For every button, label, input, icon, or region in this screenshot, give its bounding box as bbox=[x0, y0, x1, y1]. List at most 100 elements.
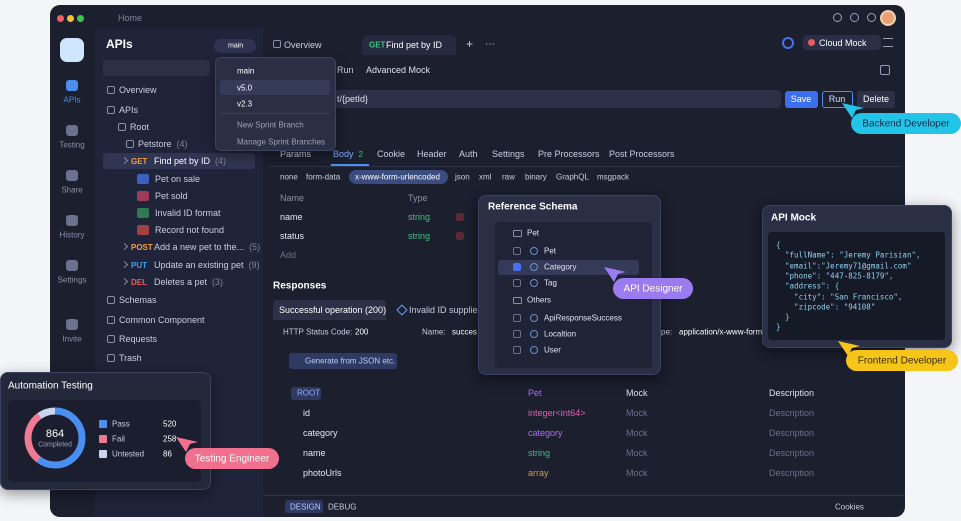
body-type[interactable]: form-data bbox=[306, 172, 341, 182]
checkbox[interactable] bbox=[513, 346, 521, 354]
body-type[interactable]: GraphQL bbox=[556, 172, 589, 182]
url-input[interactable] bbox=[333, 90, 781, 108]
sidebar-icon[interactable] bbox=[66, 170, 78, 181]
subtab[interactable]: Run bbox=[337, 65, 354, 75]
toolbar-icon[interactable] bbox=[833, 13, 842, 22]
response-tab[interactable]: Invalid ID supplied bbox=[409, 305, 483, 315]
sidebar-label[interactable]: APIs bbox=[63, 95, 81, 105]
env-label[interactable]: Cloud Mock bbox=[819, 38, 867, 48]
response-tab[interactable]: Successful operation (200) bbox=[279, 305, 387, 315]
sidebar-icon[interactable] bbox=[66, 260, 78, 271]
sidebar-label[interactable]: Testing bbox=[59, 140, 85, 150]
add-tab[interactable]: + bbox=[466, 37, 474, 51]
tab-active[interactable] bbox=[362, 35, 456, 55]
body-type[interactable]: binary bbox=[525, 172, 547, 182]
tree-row[interactable]: Overview bbox=[119, 85, 157, 95]
remove-icon[interactable] bbox=[456, 213, 464, 221]
schema-item[interactable]: Tag bbox=[544, 278, 557, 288]
panel-icon[interactable] bbox=[880, 65, 890, 75]
checkbox[interactable] bbox=[513, 247, 521, 255]
search-box[interactable] bbox=[103, 60, 210, 76]
tree-row[interactable]: Common Component bbox=[119, 315, 205, 325]
tree-row[interactable]: POST Add a new pet to the... (5) bbox=[131, 242, 260, 252]
more-tabs[interactable]: ··· bbox=[485, 38, 495, 50]
branch-pill[interactable] bbox=[214, 39, 256, 53]
checkbox[interactable] bbox=[513, 314, 521, 322]
sidebar-label[interactable]: Share bbox=[61, 185, 83, 195]
tree-row[interactable]: PUT Update an existing pet (9) bbox=[131, 260, 260, 270]
schema-item[interactable]: Localtion bbox=[544, 329, 577, 339]
param-tab[interactable]: Post Processors bbox=[609, 149, 675, 159]
avatar[interactable] bbox=[880, 10, 896, 26]
response-tab-active[interactable] bbox=[273, 300, 386, 320]
sidebar-label[interactable]: Settings bbox=[57, 275, 87, 285]
branch-action[interactable]: Manage Sprint Branches bbox=[237, 137, 326, 147]
tree-row[interactable]: Trash bbox=[119, 353, 142, 363]
body-type[interactable]: xml bbox=[479, 172, 492, 182]
param-tab[interactable]: Params bbox=[280, 149, 311, 159]
tree-row[interactable]: Schemas bbox=[119, 295, 157, 305]
env-select[interactable] bbox=[803, 35, 881, 50]
param-tab[interactable]: Auth bbox=[459, 149, 478, 159]
cookies-button[interactable]: Cookies bbox=[835, 502, 864, 512]
tree-row[interactable]: Invalid ID format bbox=[155, 208, 221, 218]
body-type[interactable]: msgpack bbox=[597, 172, 630, 182]
sidebar-icon[interactable] bbox=[66, 319, 78, 330]
sidebar-icon[interactable] bbox=[66, 80, 78, 91]
tab[interactable]: Find pet by ID bbox=[386, 40, 443, 50]
sidebar-icon[interactable] bbox=[66, 215, 78, 226]
sidebar-icon[interactable] bbox=[66, 125, 78, 136]
param-tab[interactable]: Cookie bbox=[377, 149, 405, 159]
branch-item[interactable]: v2.3 bbox=[237, 99, 253, 109]
bottom-tab[interactable]: DESIGN bbox=[290, 502, 321, 512]
generate-button[interactable] bbox=[289, 353, 397, 369]
branch-item[interactable]: main bbox=[237, 66, 255, 76]
tree-row[interactable]: Pet sold bbox=[155, 191, 188, 201]
checkbox[interactable] bbox=[513, 263, 521, 271]
branch-label[interactable]: main bbox=[228, 42, 244, 50]
checkbox[interactable] bbox=[513, 330, 521, 338]
menu-icon[interactable] bbox=[883, 38, 893, 47]
sidebar-label[interactable]: Invite bbox=[62, 334, 82, 344]
tree-row[interactable]: DEL Deletes a pet (3) bbox=[131, 277, 223, 287]
body-type-active[interactable] bbox=[349, 170, 448, 184]
toolbar-icon[interactable] bbox=[867, 13, 876, 22]
schema-item[interactable]: Pet bbox=[544, 246, 557, 256]
body-type[interactable]: json bbox=[455, 172, 470, 182]
schema-group[interactable]: Others bbox=[527, 295, 552, 305]
branch-item[interactable]: v5.0 bbox=[237, 83, 253, 92]
param-tab[interactable]: Body 2 bbox=[333, 149, 363, 159]
body-type[interactable]: raw bbox=[502, 172, 515, 182]
tree-row[interactable]: Petstore (4) bbox=[138, 139, 188, 149]
add-row[interactable]: Add bbox=[280, 250, 297, 260]
tree-row[interactable]: Root bbox=[130, 122, 149, 132]
remove-icon[interactable] bbox=[456, 232, 464, 240]
tree-row[interactable]: Record not found bbox=[155, 225, 224, 235]
checkbox[interactable] bbox=[513, 279, 521, 287]
body-type[interactable]: none bbox=[280, 172, 298, 182]
param-tab[interactable]: Settings bbox=[492, 149, 525, 159]
sync-icon[interactable] bbox=[782, 37, 794, 49]
tree-row[interactable]: APIs bbox=[119, 105, 138, 115]
schema-item[interactable]: ApiResponseSuccess bbox=[544, 313, 622, 323]
subtab[interactable]: Advanced Mock bbox=[366, 65, 431, 75]
delete-button[interactable] bbox=[857, 91, 895, 108]
tab[interactable]: Overview bbox=[284, 40, 322, 50]
schema-group[interactable]: Pet bbox=[527, 228, 540, 238]
param-tab[interactable]: Header bbox=[417, 149, 447, 159]
tree-row[interactable]: Requests bbox=[119, 334, 157, 344]
tree-row[interactable]: Pet on sale bbox=[155, 174, 200, 184]
body-type[interactable]: x-www-form-urlencoded bbox=[355, 172, 440, 182]
tree-row[interactable]: GET Find pet by ID (4) bbox=[131, 156, 226, 166]
run-button[interactable] bbox=[822, 91, 853, 108]
toolbar-icon[interactable] bbox=[850, 13, 859, 22]
method-badge: PUT bbox=[131, 260, 147, 270]
design-tab[interactable] bbox=[285, 500, 323, 513]
sidebar-label[interactable]: History bbox=[59, 230, 85, 240]
branch-action[interactable]: New Sprint Branch bbox=[237, 120, 304, 130]
param-tab[interactable]: Pre Processors bbox=[538, 149, 600, 159]
schema-item[interactable]: User bbox=[544, 345, 561, 355]
save-button[interactable] bbox=[785, 91, 818, 108]
schema-item[interactable]: Category bbox=[544, 262, 577, 272]
bottom-tab[interactable]: DEBUG bbox=[328, 502, 357, 512]
